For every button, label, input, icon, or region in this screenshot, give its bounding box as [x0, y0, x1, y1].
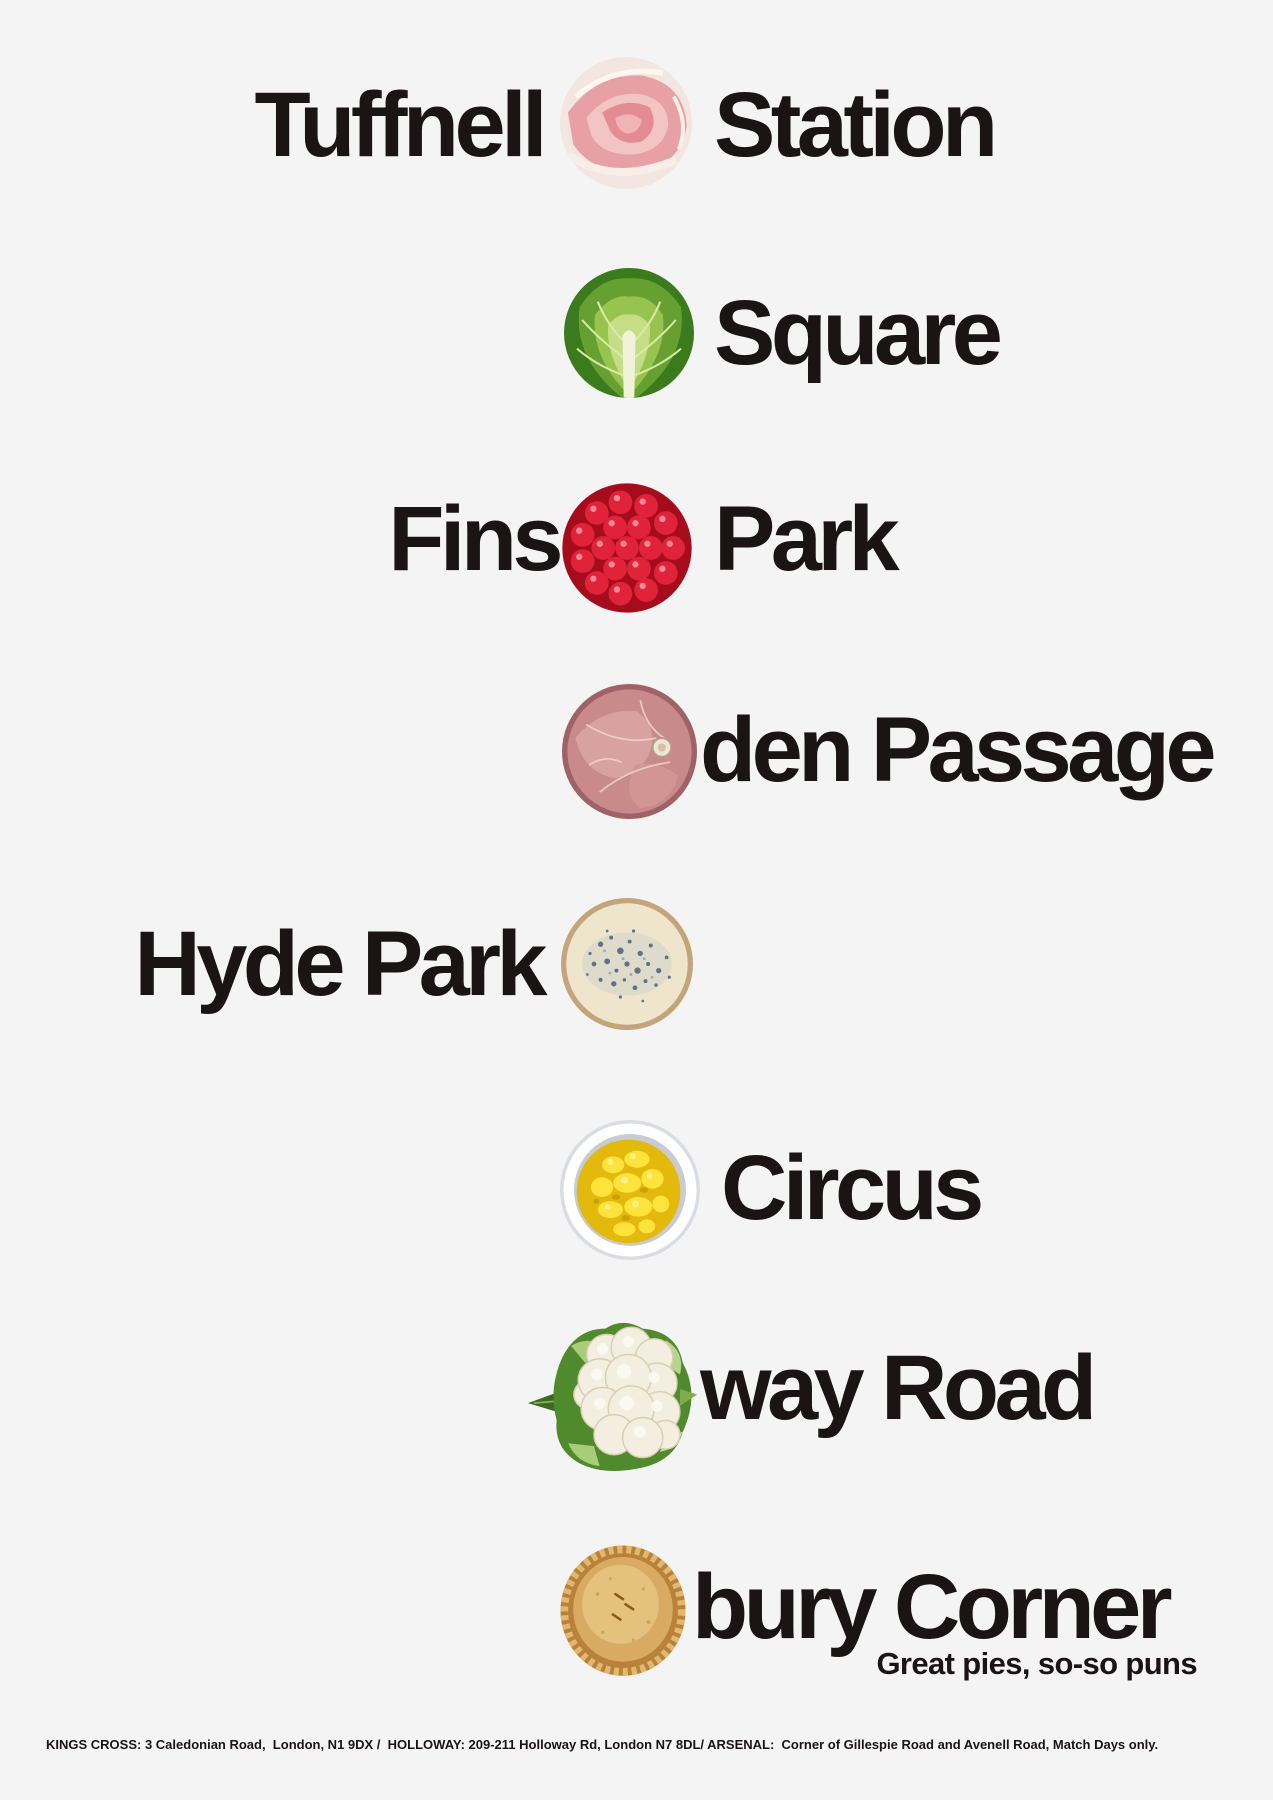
cauliflower-icon — [528, 1320, 700, 1472]
row-3-left-word: Fins — [388, 488, 563, 590]
pie-icon — [559, 1543, 687, 1677]
row-8-right-word: bury Corner — [692, 1556, 1173, 1658]
row-6-right-word: Circus — [721, 1137, 984, 1239]
stilton-cheese-icon — [561, 898, 693, 1030]
gammon-ham-icon — [562, 684, 697, 819]
row-5-left-word: Hyde Park — [134, 913, 547, 1015]
row-7-right-word: way Road — [700, 1337, 1097, 1439]
brussels-sprout-icon — [564, 268, 694, 398]
ham-slice-icon — [560, 57, 692, 189]
footer-addresses: KINGS CROSS: 3 Caledonian Road, London, … — [46, 1737, 1159, 1752]
raspberry-icon — [561, 482, 693, 614]
row-2-right-word: Square — [714, 282, 1003, 384]
row-3-right-word: Park — [714, 488, 900, 590]
row-4-right-word: den Passage — [700, 699, 1217, 801]
sweetcorn-bowl-icon — [560, 1120, 700, 1260]
row-1-right-word: Station — [714, 74, 998, 176]
row-1-left-word: Tuffnell — [254, 74, 547, 176]
tagline: Great pies, so-so puns — [876, 1646, 1197, 1681]
